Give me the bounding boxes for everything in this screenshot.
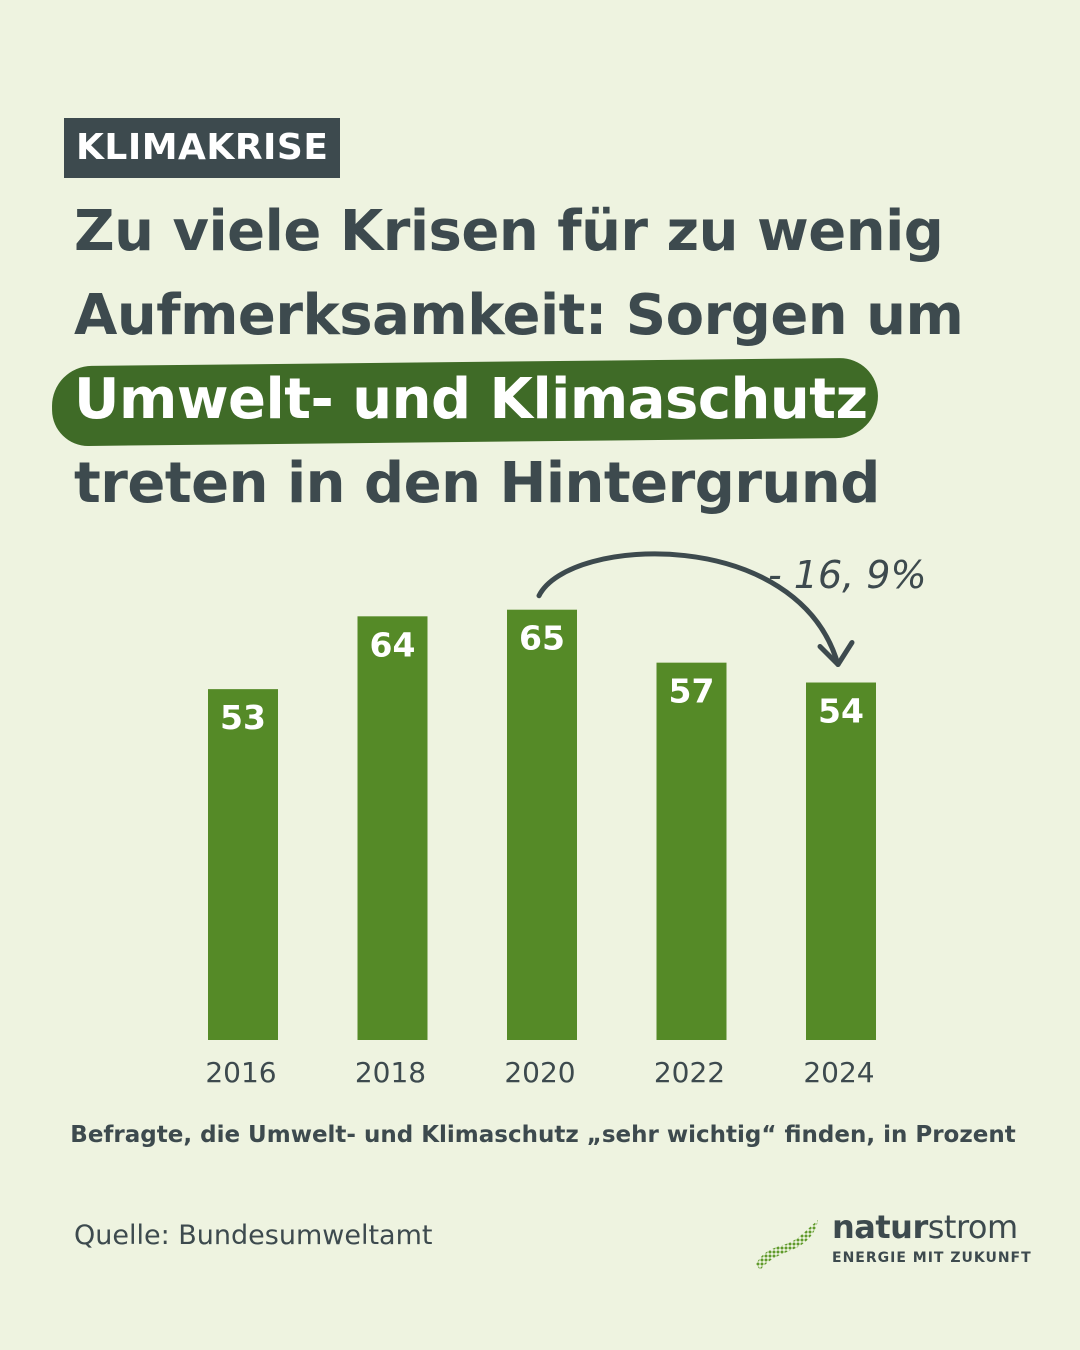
headline-line-1: Zu viele Krisen für zu wenig — [74, 199, 944, 264]
bar-2024 — [806, 682, 876, 1040]
headline-highlight: Umwelt- und Klimaschutz — [74, 367, 868, 432]
logo-name-light: strom — [927, 1208, 1018, 1246]
x-tick-label-2024: 2024 — [803, 1056, 874, 1089]
logo-wordmark: naturstrom — [832, 1208, 1018, 1246]
bar-2022 — [656, 662, 727, 1040]
logo-tagline: ENERGIE MIT ZUKUNFT — [832, 1250, 1032, 1266]
headline: Zu viele Krisen für zu wenig Aufmerksamk… — [51, 190, 1034, 526]
source-text: Quelle: Bundesumweltamt — [74, 1220, 433, 1251]
x-tick-label-2020: 2020 — [504, 1056, 575, 1089]
logo-mark-icon — [756, 1220, 818, 1270]
bar-value-label-2018: 64 — [370, 625, 416, 664]
bar-value-label-2020: 65 — [519, 619, 565, 658]
bar-value-label-2022: 57 — [669, 672, 715, 711]
bar-value-label-2016: 53 — [220, 698, 266, 737]
x-tick-label-2018: 2018 — [355, 1056, 426, 1089]
logo-name-bold: natur — [832, 1208, 928, 1246]
naturstrom-logo: naturstrom ENERGIE MIT ZUKUNFT — [752, 1208, 1031, 1278]
bar-value-label-2024: 54 — [818, 692, 864, 731]
category-tag: KLIMAKRISE — [64, 118, 341, 178]
bar-2018 — [357, 616, 428, 1040]
annotation-change-label: - 16, 9% — [768, 553, 927, 597]
bar-2016 — [208, 689, 278, 1040]
bar-2020 — [507, 609, 577, 1040]
headline-highlight-line: Umwelt- und Klimaschutz — [51, 357, 1034, 447]
headline-line-2: Aufmerksamkeit: Sorgen um — [74, 283, 964, 348]
annotation-arrow — [536, 551, 841, 668]
x-tick-label-2022: 2022 — [654, 1056, 725, 1089]
chart-caption: Befragte, die Umwelt- und Klimaschutz „s… — [70, 1122, 1016, 1148]
annotation-arrowhead-icon — [817, 640, 855, 668]
x-tick-label-2016: 2016 — [205, 1056, 276, 1089]
headline-line-4: treten in den Hintergrund — [74, 451, 880, 516]
